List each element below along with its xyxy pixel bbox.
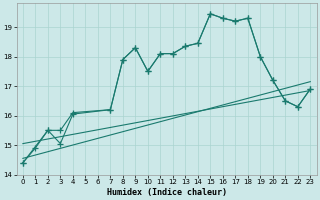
X-axis label: Humidex (Indice chaleur): Humidex (Indice chaleur) [107, 188, 227, 197]
